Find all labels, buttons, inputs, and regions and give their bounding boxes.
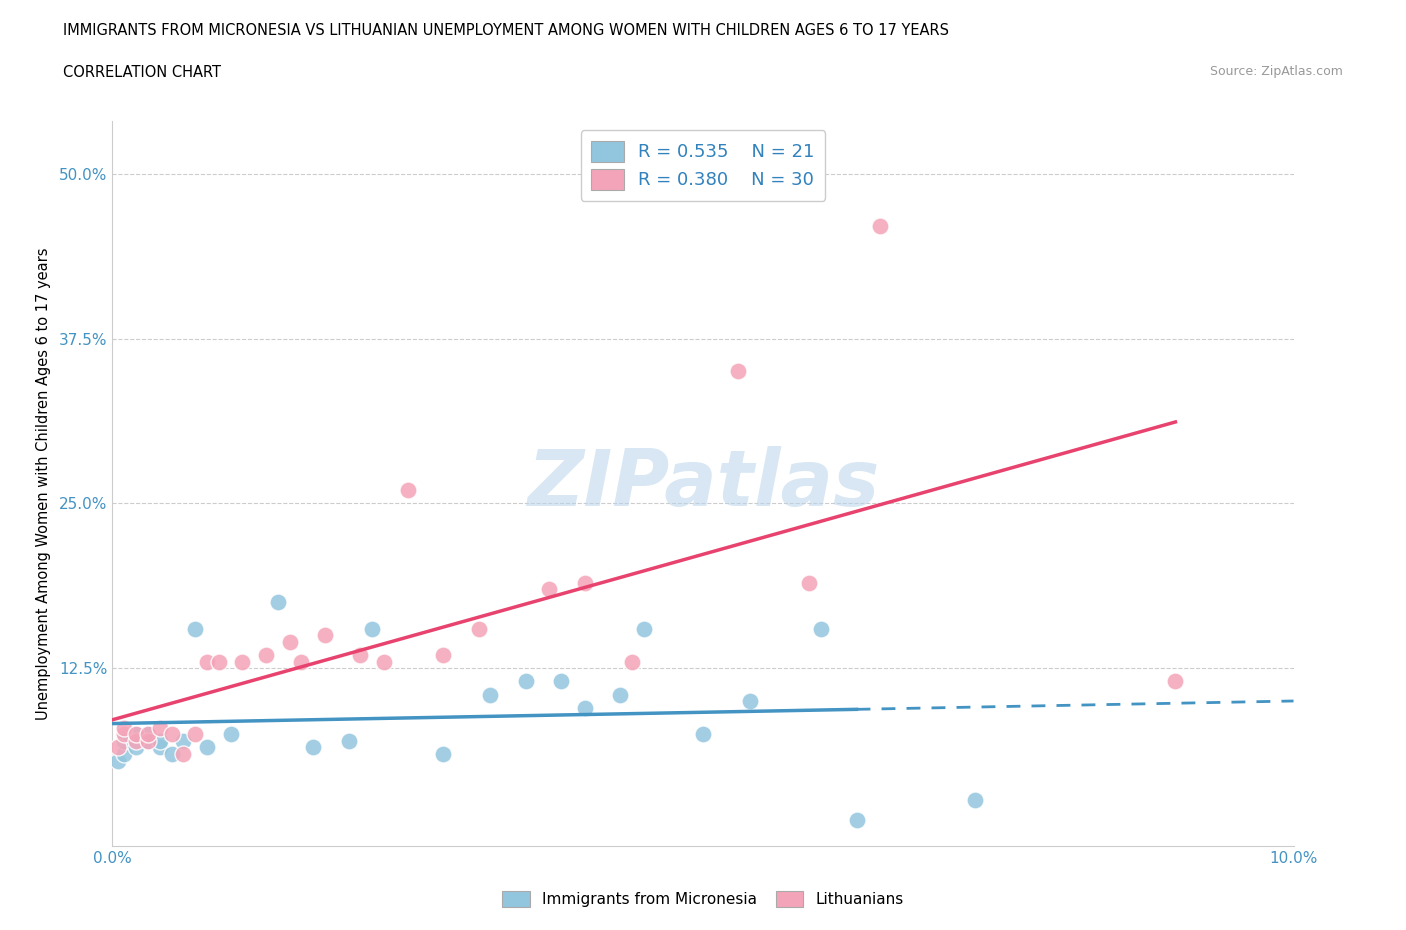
Legend: R = 0.535    N = 21, R = 0.380    N = 30: R = 0.535 N = 21, R = 0.380 N = 30 bbox=[581, 130, 825, 201]
Point bbox=[149, 720, 172, 735]
Point bbox=[302, 740, 325, 755]
Text: ZIPatlas: ZIPatlas bbox=[527, 445, 879, 522]
Point bbox=[373, 654, 395, 669]
Point bbox=[125, 740, 148, 755]
Point bbox=[467, 621, 489, 636]
Point bbox=[432, 647, 454, 662]
Text: Source: ZipAtlas.com: Source: ZipAtlas.com bbox=[1209, 65, 1343, 78]
Point bbox=[149, 734, 172, 749]
Point bbox=[740, 694, 762, 709]
Point bbox=[314, 628, 336, 643]
Point bbox=[136, 726, 159, 741]
Point bbox=[290, 654, 312, 669]
Point bbox=[396, 483, 419, 498]
Point bbox=[219, 726, 242, 741]
Point bbox=[172, 747, 194, 762]
Point bbox=[479, 687, 502, 702]
Point bbox=[125, 726, 148, 741]
Point bbox=[574, 575, 596, 590]
Point bbox=[160, 726, 183, 741]
Point bbox=[184, 621, 207, 636]
Point bbox=[869, 219, 891, 233]
Point bbox=[149, 740, 172, 755]
Point bbox=[810, 621, 832, 636]
Point bbox=[538, 581, 561, 596]
Point bbox=[633, 621, 655, 636]
Point bbox=[278, 634, 301, 649]
Point bbox=[184, 726, 207, 741]
Point bbox=[692, 726, 714, 741]
Point bbox=[254, 647, 277, 662]
Point bbox=[361, 621, 384, 636]
Point bbox=[727, 364, 749, 379]
Point bbox=[160, 747, 183, 762]
Point bbox=[550, 674, 572, 689]
Point bbox=[231, 654, 253, 669]
Point bbox=[107, 753, 129, 768]
Point bbox=[337, 734, 360, 749]
Point bbox=[609, 687, 631, 702]
Point bbox=[125, 734, 148, 749]
Point bbox=[136, 734, 159, 749]
Point bbox=[963, 792, 986, 807]
Text: IMMIGRANTS FROM MICRONESIA VS LITHUANIAN UNEMPLOYMENT AMONG WOMEN WITH CHILDREN : IMMIGRANTS FROM MICRONESIA VS LITHUANIAN… bbox=[63, 23, 949, 38]
Text: CORRELATION CHART: CORRELATION CHART bbox=[63, 65, 221, 80]
Point bbox=[1164, 674, 1187, 689]
Point bbox=[112, 720, 135, 735]
Point bbox=[136, 726, 159, 741]
Point bbox=[432, 747, 454, 762]
Point bbox=[195, 654, 218, 669]
Point bbox=[208, 654, 231, 669]
Point bbox=[112, 726, 135, 741]
Legend: Immigrants from Micronesia, Lithuanians: Immigrants from Micronesia, Lithuanians bbox=[496, 884, 910, 913]
Point bbox=[136, 734, 159, 749]
Point bbox=[195, 740, 218, 755]
Point bbox=[112, 747, 135, 762]
Point bbox=[845, 813, 868, 828]
Point bbox=[349, 647, 371, 662]
Point bbox=[621, 654, 644, 669]
Point bbox=[515, 674, 537, 689]
Y-axis label: Unemployment Among Women with Children Ages 6 to 17 years: Unemployment Among Women with Children A… bbox=[35, 247, 51, 720]
Point bbox=[574, 700, 596, 715]
Point bbox=[267, 595, 290, 610]
Point bbox=[107, 740, 129, 755]
Point bbox=[172, 734, 194, 749]
Point bbox=[125, 726, 148, 741]
Point bbox=[799, 575, 821, 590]
Point bbox=[112, 734, 135, 749]
